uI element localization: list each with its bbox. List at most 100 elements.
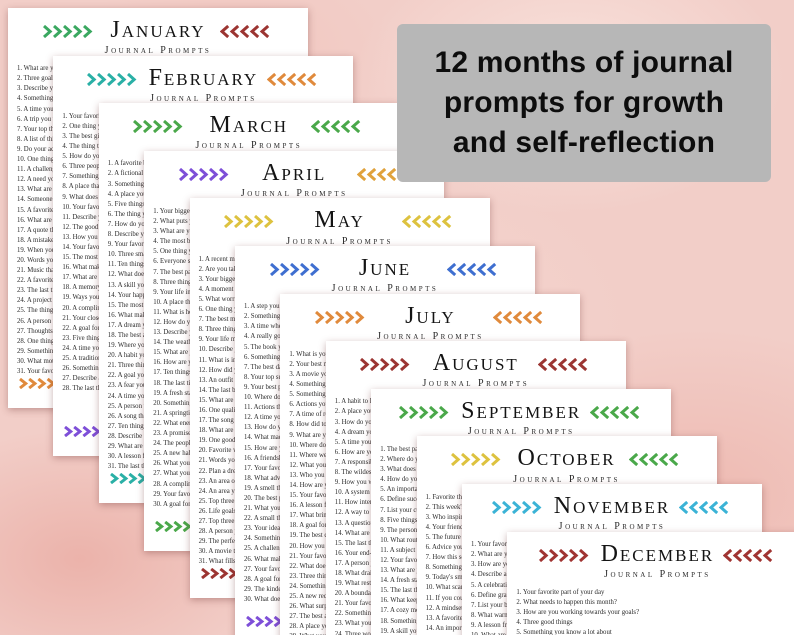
prompt-item: 8. Your top summer plans xyxy=(244,373,314,381)
page-subtitle: Journal Prompts xyxy=(604,568,711,580)
page-subtitle: Journal Prompts xyxy=(422,378,530,390)
month-title: July xyxy=(405,302,456,329)
month-title: April xyxy=(262,159,327,186)
prompt-item: 25. A new recipe to try xyxy=(289,593,352,601)
prompt-item: 23. Your ideal day off xyxy=(244,525,304,533)
title-block: January Journal Prompts xyxy=(104,17,212,57)
chevrons-left-pointing-icon xyxy=(266,72,321,91)
title-block: October Journal Prompts xyxy=(513,445,620,485)
title-block: August Journal Prompts xyxy=(422,350,530,390)
headline-banner: 12 months of journal prompts for growth … xyxy=(397,24,771,182)
chevrons-right-pointing-icon xyxy=(450,453,504,471)
chevrons-left-pointing-icon xyxy=(722,548,777,567)
prompt-item: 6. Actions you're proud of xyxy=(289,401,360,409)
month-title: January xyxy=(110,17,206,43)
chevrons-right-pointing-icon xyxy=(42,24,96,43)
chevrons-left-pointing-icon xyxy=(537,358,592,376)
prompt-item: 1. A recent moment of joy xyxy=(198,255,270,263)
prompt-item: 14. Someone you admire xyxy=(17,196,85,204)
title-block: September Journal Prompts xyxy=(461,397,582,437)
prompt-item: 21. A springtime memory xyxy=(153,409,223,417)
page-header: November Journal Prompts xyxy=(462,493,762,532)
prompt-item: 17. Ten things you love xyxy=(153,369,217,377)
month-title: November xyxy=(553,493,671,519)
chevrons-right-pointing-icon xyxy=(86,72,140,91)
page-subtitle: Journal Prompts xyxy=(195,140,303,152)
page-header: January Journal Prompts xyxy=(8,17,308,57)
page-header: December Journal Prompts xyxy=(507,540,794,580)
page-subtitle: Journal Prompts xyxy=(377,330,484,342)
prompt-item: 9. Your life in five years xyxy=(153,288,220,296)
prompt-item: 21. Your closest friendship xyxy=(62,314,135,322)
prompt-item: 7. The best day this month xyxy=(244,363,316,371)
prompt-item: 30. A goal for next month xyxy=(153,500,224,508)
prompt-item: 31. What fills your cup? xyxy=(198,558,265,566)
headline-line-3: and self-reflection xyxy=(452,125,716,159)
page-subtitle: Journal Prompts xyxy=(150,92,257,104)
month-title: December xyxy=(600,540,715,567)
month-title: March xyxy=(209,112,289,139)
prompt-item: 7. List your current goals xyxy=(380,506,449,514)
prompt-item: 18. A goal for this month xyxy=(289,522,358,530)
prompt-item: 9. Your life motto xyxy=(198,336,247,344)
prompt-item: 13. A favorite fall recipe xyxy=(425,614,492,622)
page-subtitle: Journal Prompts xyxy=(240,187,348,199)
page-header: March Journal Prompts xyxy=(99,112,399,152)
month-title: October xyxy=(517,445,616,472)
prompt-item: 10. A place that calms you xyxy=(153,298,225,306)
page-header: July Journal Prompts xyxy=(280,302,580,342)
prompt-item: 7. List your blessings xyxy=(471,601,530,609)
prompt-item: 1. A habit to leave behind xyxy=(334,398,405,406)
prompt-item: 4. A really good memory xyxy=(244,333,312,341)
prompt-item: 19. A fresh start you need xyxy=(153,389,223,397)
title-block: March Journal Prompts xyxy=(195,112,303,152)
page-subtitle: Journal Prompts xyxy=(331,283,439,295)
page-header: May Journal Prompts xyxy=(190,208,490,247)
chevrons-left-pointing-icon xyxy=(589,405,644,424)
headline-line-1: 12 months of journal xyxy=(434,46,734,80)
page-subtitle: Journal Prompts xyxy=(286,235,393,247)
chevrons-right-pointing-icon xyxy=(538,548,592,567)
chevrons-right-pointing-icon xyxy=(491,500,545,519)
chevrons-right-pointing-icon xyxy=(132,120,186,138)
chevrons-right-pointing-icon xyxy=(398,405,452,424)
prompt-item: 22. A goal for this week xyxy=(62,324,128,332)
headline-line-2: prompts for growth xyxy=(443,86,725,120)
chevrons-left-pointing-icon xyxy=(492,310,547,329)
prompt-list: 1. Your favorite part of your day 2. What… xyxy=(516,588,794,635)
prompt-item: 14. How are you growing? xyxy=(289,482,362,489)
page-subtitle: Journal Prompts xyxy=(513,473,620,485)
chevrons-left-pointing-icon xyxy=(628,453,683,471)
prompt-item: 7. Your top three priorities xyxy=(17,125,89,133)
prompt-item: 30. What motivates you? xyxy=(17,357,85,365)
prompt-item: 9. Today's small victory xyxy=(425,574,491,582)
month-title: February xyxy=(148,64,259,91)
prompt-item: 26. What you need less of xyxy=(153,460,224,468)
chevrons-left-pointing-icon xyxy=(678,500,733,519)
title-block: July Journal Prompts xyxy=(377,302,484,342)
prompt-item: 7. How this season feels xyxy=(425,554,492,562)
page-header: September Journal Prompts xyxy=(371,397,671,437)
page-subtitle: Journal Prompts xyxy=(104,45,212,57)
prompt-item: 18. Something to declutter xyxy=(380,617,452,625)
prompt-item: 2. This week's biggest win xyxy=(425,503,498,511)
chevrons-right-pointing-icon xyxy=(269,262,323,281)
chevrons-left-pointing-icon xyxy=(401,215,456,233)
month-title: September xyxy=(461,397,582,424)
prompt-item: 22. What energizes you? xyxy=(153,419,221,427)
chevrons-right-pointing-icon xyxy=(359,358,413,376)
prompt-item: 8. How did today go? xyxy=(289,421,349,429)
journal-page: December Journal Prompts 1. Your favorit… xyxy=(507,531,794,635)
title-block: December Journal Prompts xyxy=(600,540,715,580)
title-block: November Journal Prompts xyxy=(553,493,671,532)
prompt-item: 13. How do you relax? xyxy=(244,424,307,432)
prompt-item: 24. A time you took a risk xyxy=(107,392,179,400)
chevrons-left-pointing-icon xyxy=(447,262,501,281)
prompt-item: 5. The future you imagine xyxy=(425,533,497,541)
prompt-item: 15. A favorite memory xyxy=(17,206,79,214)
prompt-item: 21. Words you live by xyxy=(198,457,259,465)
chevrons-left-pointing-icon xyxy=(310,120,365,138)
month-title: August xyxy=(432,350,519,377)
month-title: June xyxy=(358,255,412,281)
